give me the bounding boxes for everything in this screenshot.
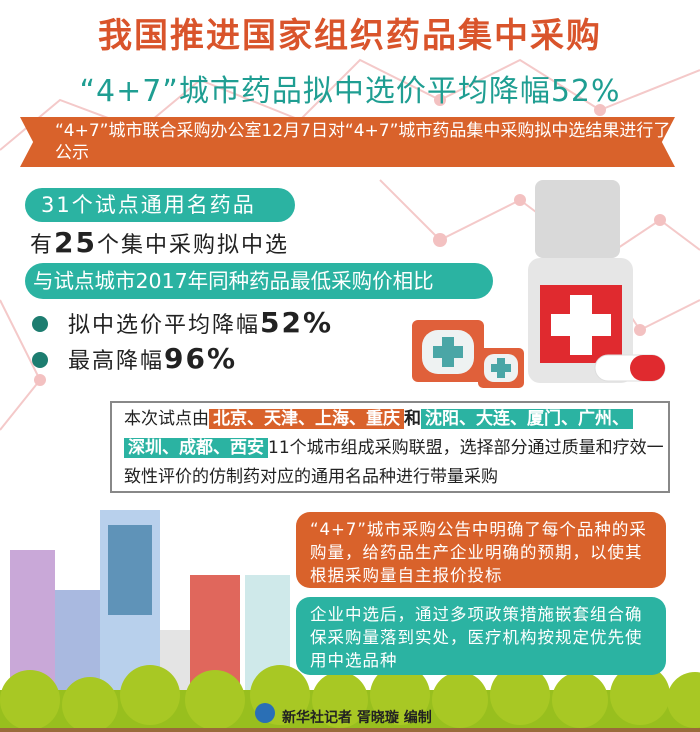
grass-hills: [0, 665, 700, 732]
bullet-text: 拟中选价平均降幅: [68, 313, 261, 338]
stat-number: 25: [54, 226, 97, 259]
cities-group-7b: 深圳、成都、西安: [124, 438, 268, 458]
page-subtitle: “4+7”城市药品拟中选价平均降幅52%: [79, 74, 621, 109]
bullet-dot: [32, 352, 48, 368]
announcement-banner: “4+7”城市联合采购办公室12月7日对“4+7”城市药品集中采购拟中选结果进行…: [20, 117, 675, 167]
stat-selected: 有25个集中采购拟中选: [30, 226, 289, 259]
cities-group-7a: 沈阳、大连、厦门、广州、: [421, 409, 633, 429]
stat-pill-compare: 与试点城市2017年同种药品最低采购价相比: [25, 263, 493, 299]
cities-and: 和: [404, 409, 421, 429]
bullet-value: 52%: [260, 306, 334, 339]
stat-pill-drugs: 31个试点通用名药品: [25, 188, 295, 222]
medicine-bottle-illustration: [528, 180, 666, 383]
xinhua-logo: [255, 703, 275, 723]
bullet-max-reduction: 最高降幅96%: [68, 342, 237, 375]
first-aid-kit-illustration: [412, 320, 524, 388]
bullet-dot: [32, 316, 48, 332]
page-title: 我国推进国家组织药品集中采购: [98, 16, 602, 56]
cities-group-4: 北京、天津、上海、重庆: [209, 409, 404, 429]
cities-intro: 本次试点由: [124, 409, 209, 429]
cities-description: 11个城市组成采购联盟，选择部分通过质量和疗效一致性评价的仿制药对应的通用名品种…: [124, 438, 664, 487]
cities-card: 本次试点由 北京、天津、上海、重庆和沈阳、大连、厦门、广州、深圳、成都、西安 11个…: [110, 401, 670, 493]
bullet-value: 96%: [164, 342, 238, 375]
bullet-text: 最高降幅: [68, 349, 165, 374]
stat-suffix: 个集中采购拟中选: [96, 233, 289, 258]
note-procurement-volume: “4+7”城市采购公告中明确了每个品种的采购量，给药品生产企业明确的预期，以使其…: [296, 512, 666, 588]
bullet-avg-reduction: 拟中选价平均降幅52%: [68, 306, 333, 339]
footer-credit: 新华社记者 胥晓璇 编制: [282, 710, 432, 726]
city-buildings-illustration: [10, 510, 290, 690]
stat-prefix: 有: [30, 233, 55, 258]
note-policy-measures: 企业中选后，通过多项政策措施嵌套组合确保采购量落到实处，医疗机构按规定优先使用中…: [296, 597, 666, 675]
